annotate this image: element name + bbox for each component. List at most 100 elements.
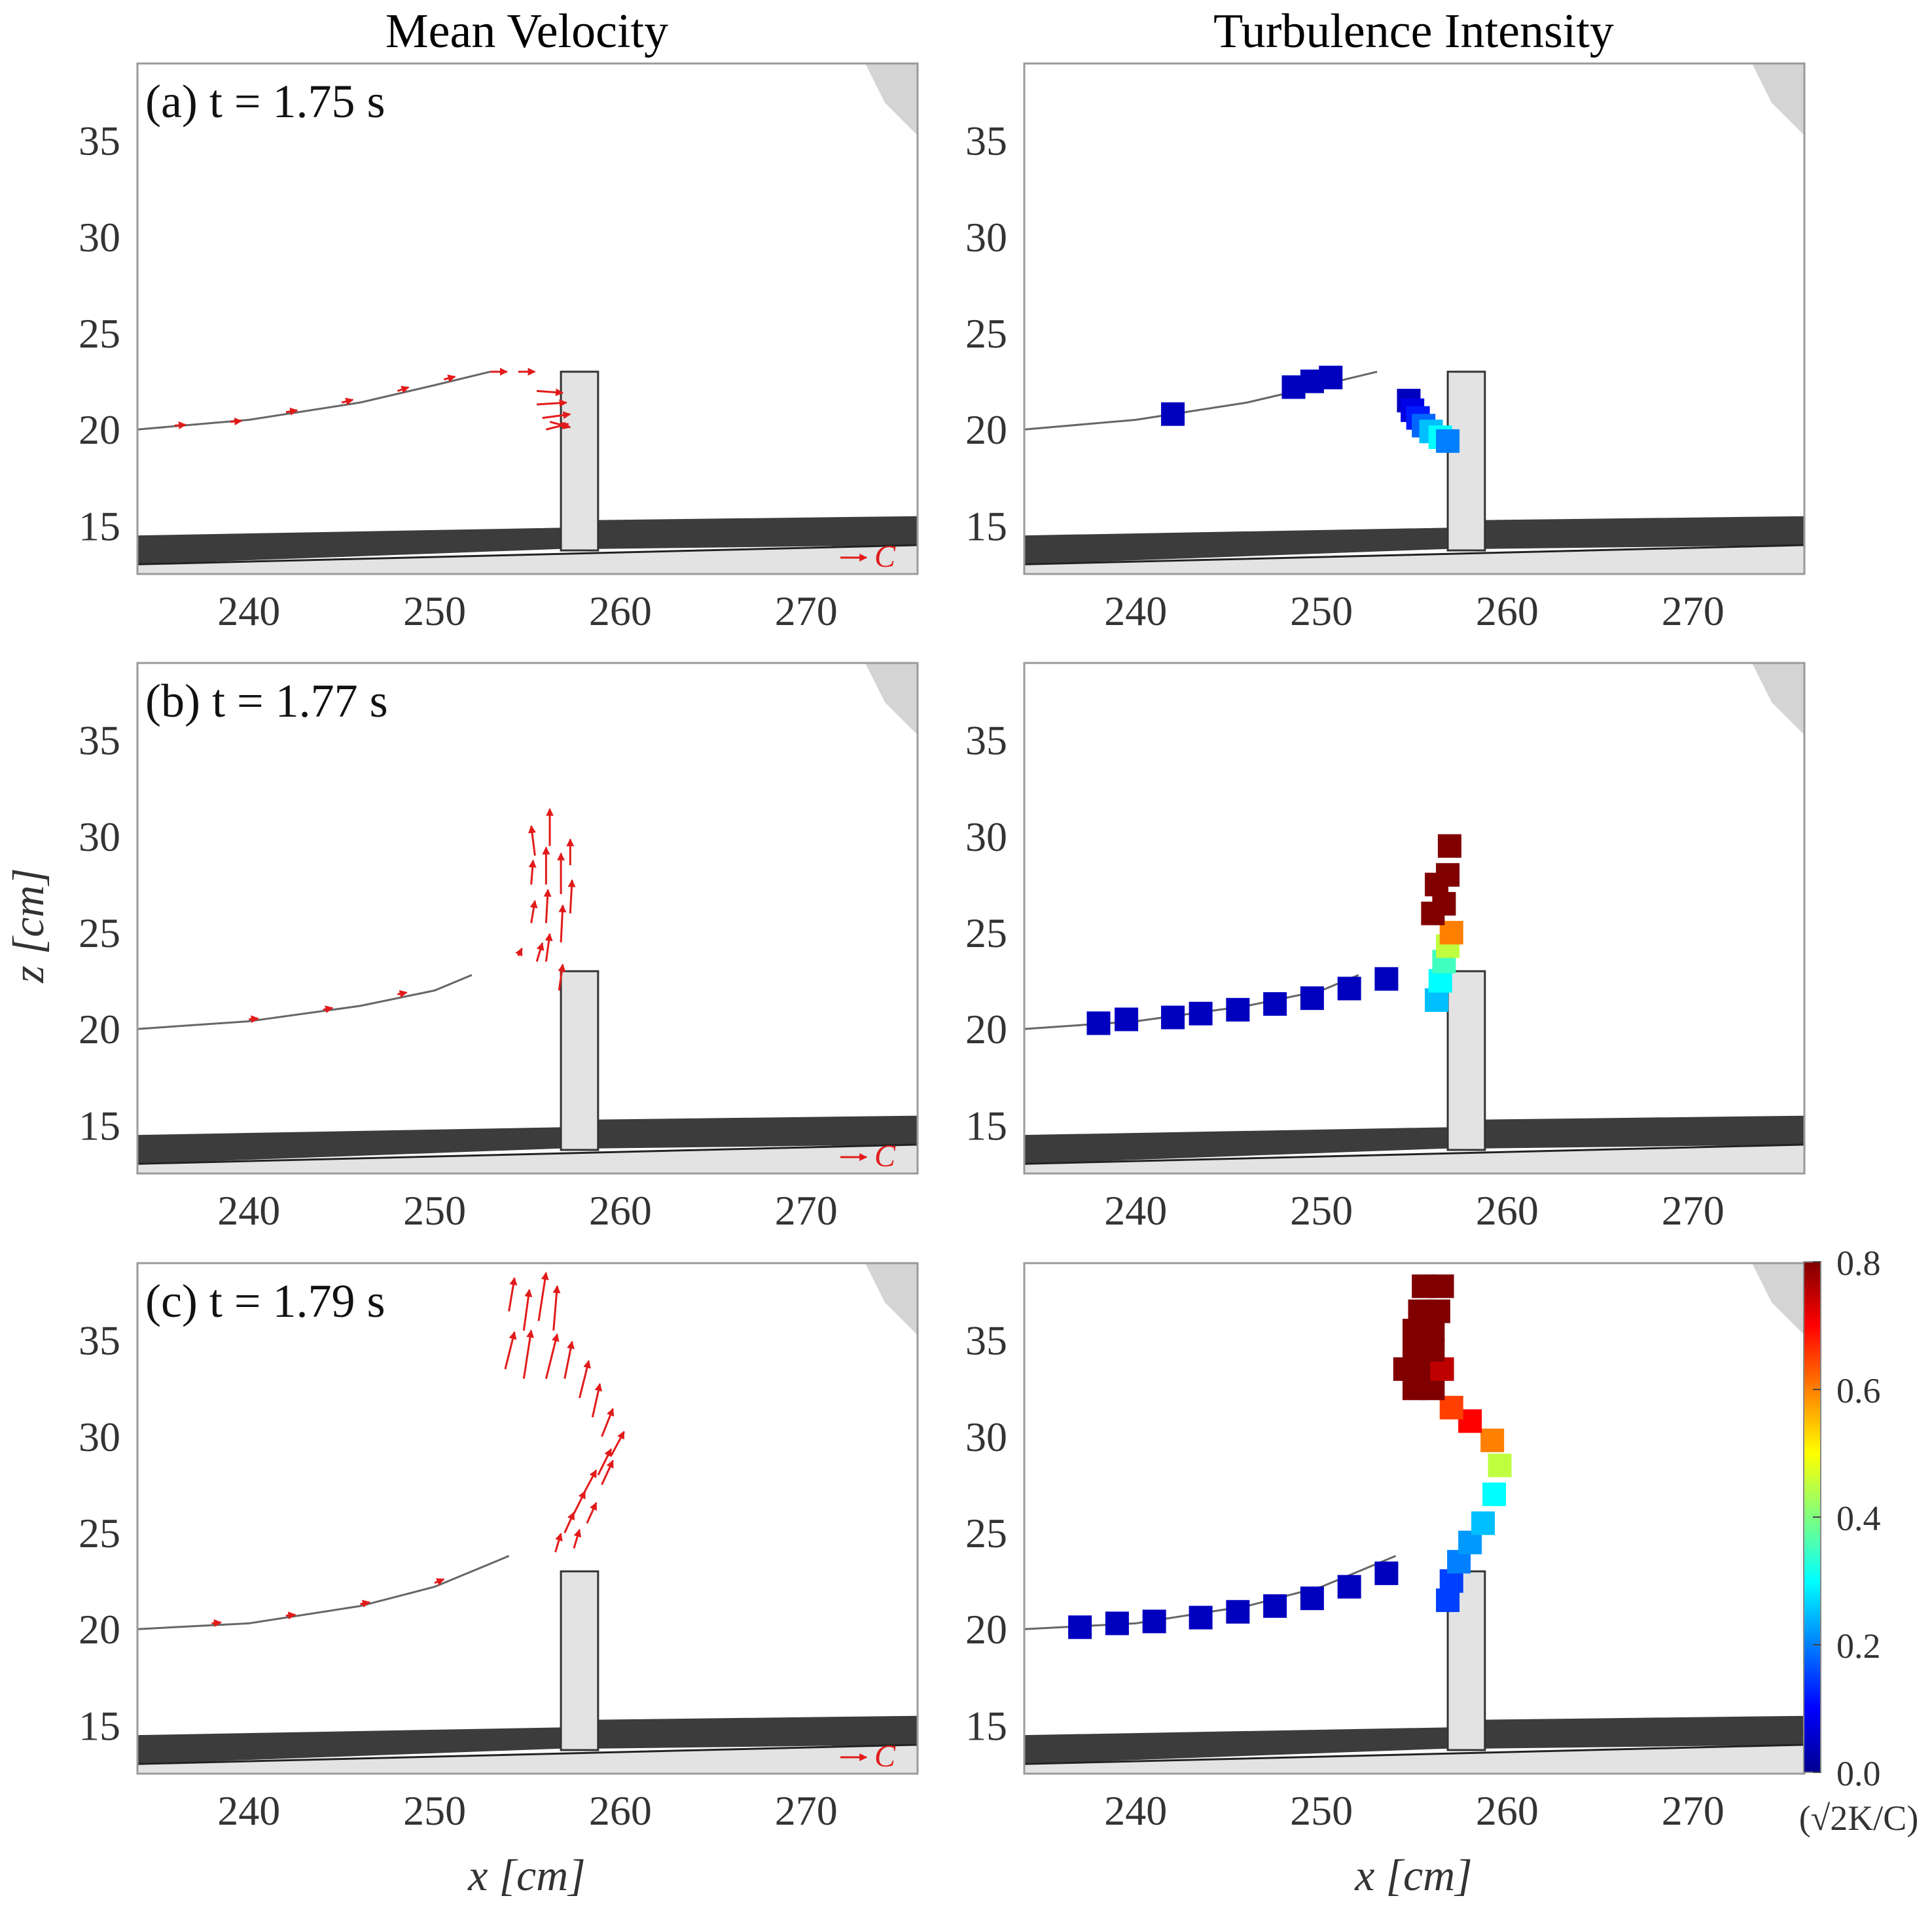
y-tick-label: 30 <box>965 214 1007 260</box>
x-axis-label-left: x [cm] <box>467 1850 585 1900</box>
y-tick-label: 30 <box>79 214 120 260</box>
velocity-vector <box>537 1272 549 1321</box>
x-tick-label: 240 <box>1104 1187 1167 1234</box>
floor-downstream <box>598 1715 918 1749</box>
y-tick-label: 15 <box>79 1102 120 1149</box>
velocity-vector <box>397 990 408 998</box>
velocity-vector <box>528 859 537 885</box>
panel-label: (c) t = 1.79 s <box>145 1275 385 1327</box>
velocity-vector <box>597 1448 613 1476</box>
x-tick-label: 250 <box>403 588 466 634</box>
velocity-vector <box>554 1532 563 1552</box>
velocity-vector <box>549 421 571 429</box>
breakwater-wall <box>560 970 599 1151</box>
turbulence-cell <box>1337 1575 1361 1599</box>
y-tick-label: 30 <box>79 814 120 860</box>
velocity-vector <box>545 933 553 962</box>
x-tick-label: 270 <box>1662 1787 1725 1834</box>
corner-shadow <box>1752 63 1804 135</box>
velocity-vector <box>601 1408 615 1437</box>
x-tick-label: 260 <box>589 588 652 634</box>
turbulence-cell <box>1430 1274 1454 1298</box>
plot-area <box>137 1263 918 1774</box>
x-tick-label: 270 <box>1662 588 1725 634</box>
reference-vector-label: C <box>874 1739 896 1774</box>
velocity-vector <box>443 374 456 382</box>
y-tick-label: 35 <box>965 1317 1007 1364</box>
y-tick-label: 20 <box>79 406 120 453</box>
column-title-mean-velocity: Mean Velocity <box>385 5 668 58</box>
y-tick-label: 15 <box>79 503 120 549</box>
breakwater-wall <box>560 370 599 552</box>
floor-downstream <box>598 1115 918 1149</box>
x-tick-label: 250 <box>1290 1187 1353 1234</box>
x-tick-label: 240 <box>217 1787 280 1834</box>
floor-upstream <box>1024 1127 1448 1164</box>
floor-upstream <box>1024 528 1448 565</box>
velocity-vector <box>434 1578 445 1586</box>
x-tick-label: 260 <box>589 1787 652 1834</box>
x-tick-label: 270 <box>775 588 838 634</box>
y-tick-label: 25 <box>79 1510 120 1556</box>
plot-area <box>1024 63 1804 574</box>
y-tick-label: 25 <box>965 1510 1007 1556</box>
turbulence-cell <box>1263 992 1287 1016</box>
x-axis-label-right: x [cm] <box>1354 1850 1472 1900</box>
velocity-vector <box>285 407 298 416</box>
breakwater-wall <box>1446 370 1486 552</box>
colorbar-ticks: 0.0 0.2 0.4 0.6 0.8 <box>1813 1244 1881 1793</box>
turbulence-cell <box>1488 1454 1512 1478</box>
plot-frame <box>136 1262 919 1775</box>
velocity-vector <box>211 1619 222 1628</box>
velocity-vector <box>545 1333 560 1379</box>
velocity-vector <box>552 1285 561 1331</box>
velocity-vector <box>542 411 571 420</box>
x-tick-label: 250 <box>1290 1787 1353 1834</box>
y-tick-label: 20 <box>965 1606 1007 1653</box>
turbulence-cell <box>1115 1007 1139 1031</box>
turbulence-cell <box>1482 1482 1507 1507</box>
velocity-vector <box>558 963 566 991</box>
floor-downstream <box>1484 516 1804 549</box>
velocity-vector <box>508 1277 518 1312</box>
velocity-vector <box>564 1511 575 1533</box>
y-axis-label: z [cm] <box>3 868 53 984</box>
x-tick-label: 250 <box>403 1187 466 1234</box>
y-tick-label: 20 <box>965 406 1007 453</box>
plot-area <box>1024 663 1804 1173</box>
y-tick-label: 15 <box>965 1702 1007 1749</box>
floor-upstream <box>137 1727 562 1764</box>
y-tick-label: 25 <box>79 310 120 357</box>
x-tick-label: 260 <box>589 1187 652 1234</box>
y-tick-label: 20 <box>79 1006 120 1052</box>
y-tick-label: 35 <box>79 1317 120 1364</box>
x-tick-label: 250 <box>1290 588 1353 634</box>
y-tick-label: 15 <box>965 1102 1007 1149</box>
turbulence-cell <box>1436 863 1460 887</box>
breakwater-wall <box>1446 970 1486 1151</box>
colorbar: 0.0 0.2 0.4 0.6 0.8 (√2K/C) <box>1799 1244 1919 1838</box>
x-tick-label: 240 <box>1104 588 1167 634</box>
corner-shadow <box>1752 663 1804 735</box>
turbulence-cell <box>1189 1605 1213 1630</box>
velocity-vector <box>360 1600 370 1608</box>
plot-frame <box>1023 662 1806 1175</box>
x-tick-label: 260 <box>1476 588 1539 634</box>
y-tick-label: 15 <box>965 503 1007 549</box>
turbulence-cell <box>1437 834 1461 858</box>
floor-upstream <box>137 528 562 565</box>
corner-shadow <box>865 663 918 735</box>
turbulence-cell <box>1436 429 1460 453</box>
velocity-vector <box>582 1469 598 1495</box>
velocity-vector <box>504 1331 517 1370</box>
column-title-turbulence-intensity: Turbulence Intensity <box>1213 5 1614 58</box>
x-tick-label: 240 <box>217 588 280 634</box>
subplot-c-turbulence: 240 250 260 270 15 20 25 30 35 <box>965 1262 1806 1834</box>
velocity-vector <box>573 1490 586 1514</box>
floor-upstream <box>1024 1727 1448 1764</box>
velocity-vector <box>397 385 410 393</box>
turbulence-cell <box>1142 1609 1166 1634</box>
breakwater-wall <box>560 1570 599 1751</box>
turbulence-cell <box>1426 1299 1450 1323</box>
turbulence-cell <box>1300 1586 1324 1611</box>
